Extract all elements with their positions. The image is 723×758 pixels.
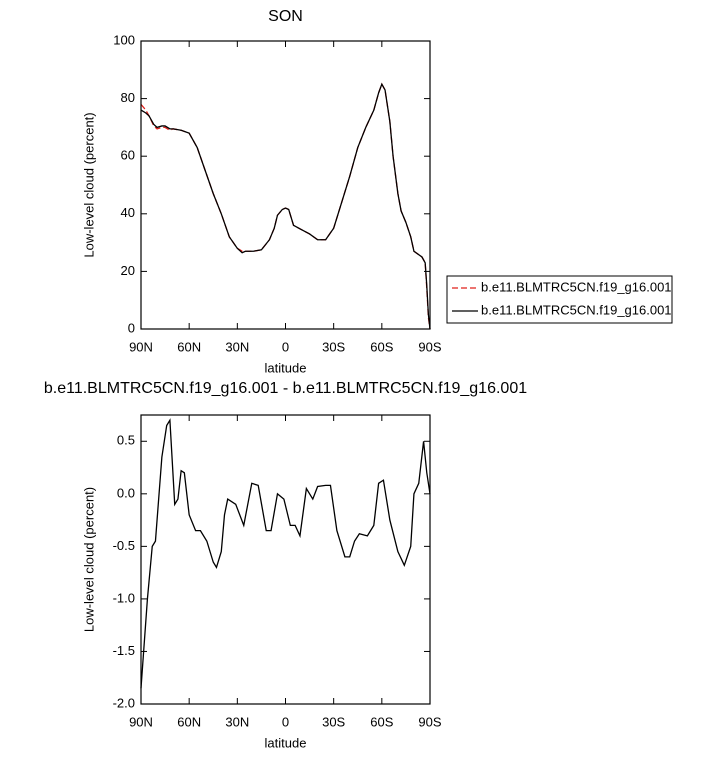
y-tick-label: -2.0 bbox=[113, 695, 135, 710]
legend-box bbox=[446, 275, 673, 324]
x-tick-label: 30S bbox=[322, 714, 345, 729]
legend-label: b.e11.BLMTRC5CN.f19_g16.001 bbox=[481, 302, 672, 317]
y-axis-label: Low-level cloud (percent) bbox=[81, 487, 96, 632]
x-tick-label: 30N bbox=[225, 339, 249, 354]
y-tick-label: 0.5 bbox=[117, 433, 135, 448]
y-tick-label: 100 bbox=[113, 32, 135, 47]
x-tick-label: 60S bbox=[370, 339, 393, 354]
y-tick-label: 40 bbox=[121, 205, 135, 220]
y-tick-label: 0.0 bbox=[117, 485, 135, 500]
legend-label: b.e11.BLMTRC5CN.f19_g16.001 bbox=[481, 279, 672, 294]
y-axis-label: Low-level cloud (percent) bbox=[81, 112, 96, 257]
series-line bbox=[140, 418, 431, 689]
x-tick-label: 60S bbox=[370, 714, 393, 729]
y-tick-label: 0 bbox=[128, 320, 135, 335]
x-tick-label: 0 bbox=[282, 339, 289, 354]
x-tick-label: 90S bbox=[418, 339, 441, 354]
x-tick-label: 0 bbox=[282, 714, 289, 729]
x-tick-label: 30S bbox=[322, 339, 345, 354]
x-tick-label: 30N bbox=[225, 714, 249, 729]
x-axis-label: latitude bbox=[265, 735, 307, 750]
x-tick-label: 60N bbox=[177, 714, 201, 729]
y-tick-label: -1.0 bbox=[113, 590, 135, 605]
series-line bbox=[140, 82, 431, 330]
y-tick-label: 20 bbox=[121, 263, 135, 278]
y-tick-label: -0.5 bbox=[113, 538, 135, 553]
y-tick-label: -1.5 bbox=[113, 643, 135, 658]
x-tick-label: 90S bbox=[418, 714, 441, 729]
x-tick-label: 90N bbox=[129, 339, 153, 354]
plot-frame bbox=[140, 40, 431, 330]
chart-title: SON bbox=[268, 8, 303, 25]
y-tick-label: 80 bbox=[121, 90, 135, 105]
x-axis-label: latitude bbox=[265, 360, 307, 375]
series-line bbox=[140, 82, 431, 330]
chart-title: b.e11.BLMTRC5CN.f19_g16.001 - b.e11.BLMT… bbox=[44, 380, 527, 397]
x-tick-label: 90N bbox=[129, 714, 153, 729]
plot-frame bbox=[140, 414, 431, 705]
y-tick-label: 60 bbox=[121, 148, 135, 163]
x-tick-label: 60N bbox=[177, 339, 201, 354]
